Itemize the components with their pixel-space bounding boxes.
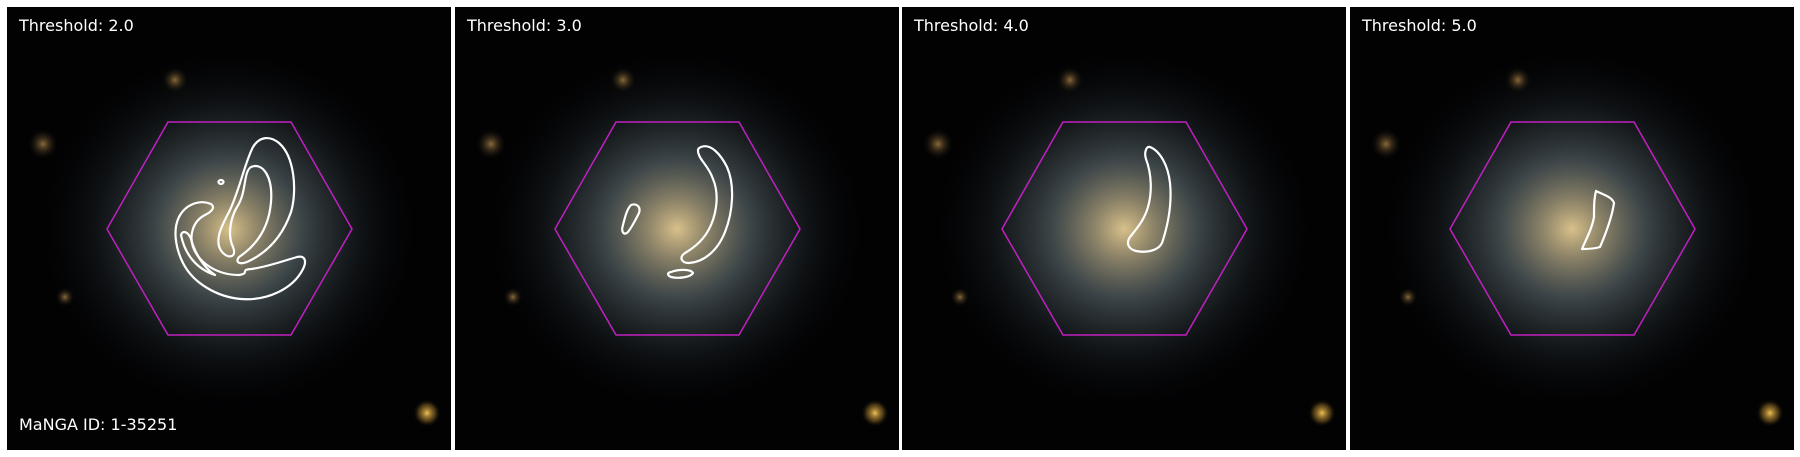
galaxy-glow — [1377, 44, 1767, 414]
manga-id-label: MaNGA ID: 1-35251 — [19, 415, 178, 434]
contour-arm — [1580, 189, 1616, 251]
galaxy-image — [455, 7, 899, 450]
background-star — [475, 128, 507, 160]
background-star — [1504, 66, 1532, 94]
background-star — [609, 66, 637, 94]
background-star — [922, 128, 954, 160]
galaxy-image — [1350, 7, 1794, 450]
threshold-label: Threshold: 3.0 — [467, 16, 582, 35]
ifu-hexagon — [1449, 121, 1696, 336]
threshold-contours — [1126, 145, 1172, 253]
contour-arm — [217, 137, 296, 265]
background-star — [1056, 66, 1084, 94]
background-star — [950, 287, 970, 307]
threshold-contours — [621, 145, 734, 279]
image-panel-threshold-2: Threshold: 2.0 MaNGA ID: 1-35251 — [7, 7, 451, 450]
contour-blob — [666, 268, 695, 279]
image-panel-threshold-3: Threshold: 3.0 — [455, 7, 899, 450]
contour-blob — [621, 203, 641, 235]
contour-arm — [680, 145, 734, 265]
background-star — [1308, 399, 1336, 427]
image-panel-threshold-5: Threshold: 5.0 — [1350, 7, 1794, 450]
background-star — [1756, 399, 1784, 427]
background-star — [1370, 128, 1402, 160]
threshold-label: Threshold: 2.0 — [19, 16, 134, 35]
contour-arm — [179, 230, 217, 277]
galaxy-glow — [929, 44, 1319, 414]
galaxy-image — [7, 7, 451, 450]
threshold-label: Threshold: 4.0 — [914, 16, 1029, 35]
galaxy-image — [902, 7, 1346, 450]
galaxy-glow — [482, 44, 872, 414]
background-star — [1398, 287, 1418, 307]
ifu-hexagon — [106, 121, 353, 336]
galaxy-glow — [34, 44, 424, 414]
image-panel-threshold-4: Threshold: 4.0 — [902, 7, 1346, 450]
background-star — [161, 66, 189, 94]
background-star — [55, 287, 75, 307]
threshold-label: Threshold: 5.0 — [1362, 16, 1477, 35]
background-star — [861, 399, 889, 427]
threshold-contours — [174, 137, 307, 301]
background-star — [27, 128, 59, 160]
background-star — [503, 287, 523, 307]
contour-blob — [217, 178, 225, 186]
ifu-hexagon — [554, 121, 801, 336]
ifu-hexagon — [1001, 121, 1248, 336]
threshold-contours — [1580, 189, 1616, 251]
background-star — [413, 399, 441, 427]
contour-arm — [1126, 145, 1172, 253]
